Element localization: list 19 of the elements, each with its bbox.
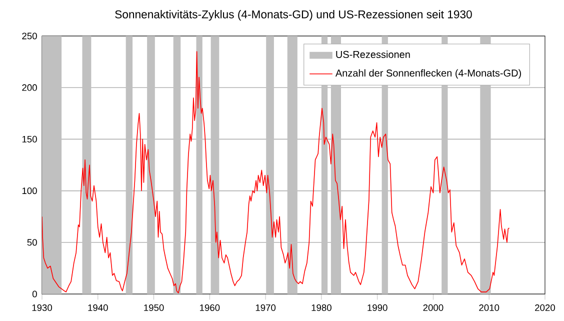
x-tick-label: 1950 xyxy=(144,304,164,311)
y-tick-label: 200 xyxy=(22,84,37,91)
x-tick-label: 1980 xyxy=(312,304,332,311)
legend-label: US-Rezessionen xyxy=(336,50,410,58)
x-tick-label: 2010 xyxy=(479,304,500,311)
y-tick-label: 50 xyxy=(27,239,37,246)
x-tick-label: 1960 xyxy=(200,304,220,311)
x-tick-label: 1930 xyxy=(32,304,52,311)
chart-title: Sonnenaktivitäts-Zyklus (4-Monats-GD) und US-Rezessionen seit 1930 xyxy=(115,10,472,21)
x-tick-label: 2020 xyxy=(535,304,556,311)
x-tick-label: 2000 xyxy=(423,304,444,311)
y-tick-label: 250 xyxy=(22,32,37,40)
y-tick-label: 0 xyxy=(32,290,37,298)
y-tick-label: 150 xyxy=(22,136,37,142)
y-tick-label: 100 xyxy=(22,188,37,194)
x-tick-label: 1970 xyxy=(256,304,276,311)
x-tick-label: 1990 xyxy=(368,304,388,311)
x-tick-label: 1940 xyxy=(88,304,108,311)
legend-label: Anzahl der Sonnenflecken (4-Monats-GD) xyxy=(335,69,521,79)
